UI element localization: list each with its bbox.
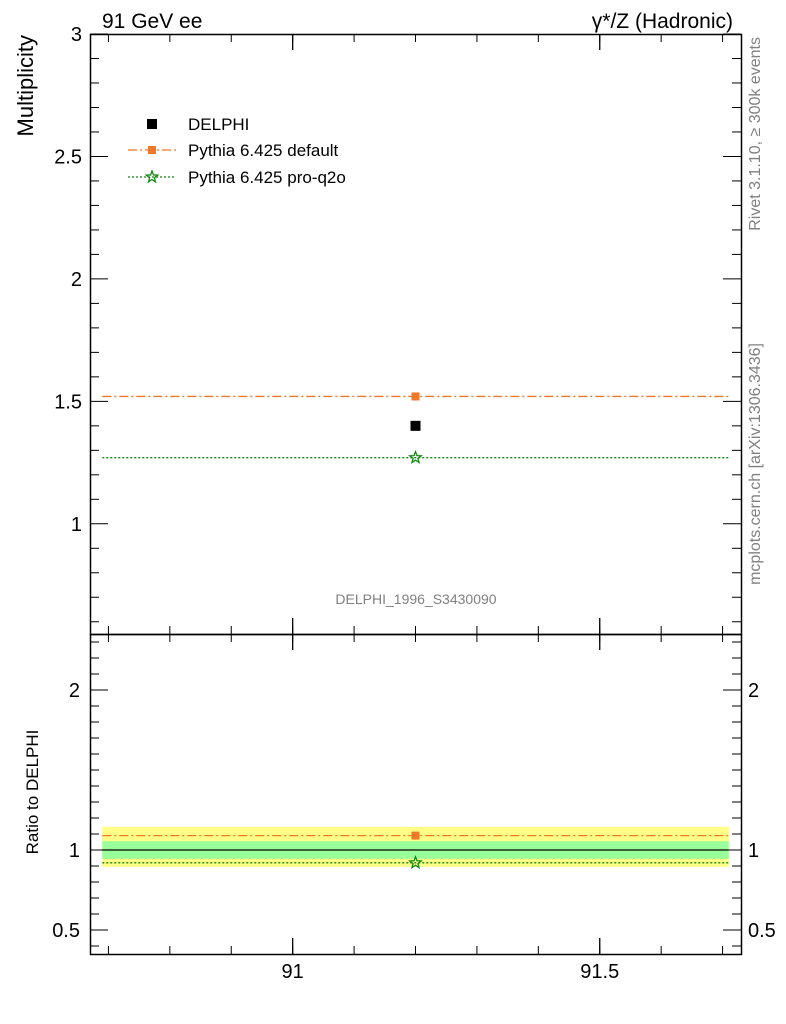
ratio-y-tick-label-left: 1	[69, 840, 80, 862]
legend-pythia-pro-q2o-marker	[144, 169, 160, 184]
ratio-ylabel: Ratio to DELPHI	[23, 730, 42, 855]
legend-pythia-default-label: Pythia 6.425 default	[188, 141, 339, 160]
legend: DELPHI Pythia 6.425 default Pythia 6.425 p…	[128, 115, 346, 187]
ratio-pythia-pro-q2o-marker	[408, 854, 423, 870]
ratio-panel-frame	[89, 633, 743, 956]
x-tick-label: 91	[282, 961, 304, 983]
pythia-pro-q2o-marker	[408, 449, 423, 465]
delphi-data-point	[410, 420, 421, 431]
ratio-y-tick-label-right: 0.5	[748, 920, 776, 942]
main-y-tick-label: 2	[71, 269, 82, 291]
legend-delphi-label: DELPHI	[188, 115, 249, 134]
analysis-id-label: DELPHI_1996_S3430090	[335, 591, 496, 607]
legend-delphi-marker	[147, 119, 157, 129]
main-y-tick-label: 2.5	[54, 146, 82, 168]
main-y-tick-label: 1	[71, 514, 82, 536]
legend-pythia-default-marker	[148, 146, 156, 154]
main-y-tick-label: 3	[71, 24, 82, 46]
rivet-version-text: Rivet 3.1.10, ≥ 300k events	[747, 37, 764, 231]
main-ylabel: Multiplicity	[13, 35, 38, 136]
main-y-tick-label: 1.5	[54, 391, 82, 413]
ratio-y-tick-label-right: 1	[748, 840, 759, 862]
ratio-pythia-default-marker	[411, 831, 420, 840]
ratio-y-tick-label-left: 2	[69, 680, 80, 702]
ratio-y-tick-label-left: 0.5	[52, 920, 80, 942]
legend-pythia-pro-q2o-label: Pythia 6.425 pro-q2o	[188, 168, 346, 187]
header-left: 91 GeV ee	[102, 10, 202, 33]
ratio-panel: 91 91.5 0.5 0.5 1 1 2 2	[52, 633, 776, 983]
source-text: mcplots.cern.ch [arXiv:1306.3436]	[747, 343, 764, 585]
header-right: γ*/Z (Hadronic)	[592, 10, 733, 33]
main-panel: 1 1.5 2 2.5 3 DELPHI_1996_S3430090 DELPHI Pyt…	[54, 24, 743, 636]
pythia-default-marker	[411, 392, 420, 401]
ratio-y-tick-label-right: 2	[748, 680, 759, 702]
x-tick-label: 91.5	[580, 961, 619, 983]
